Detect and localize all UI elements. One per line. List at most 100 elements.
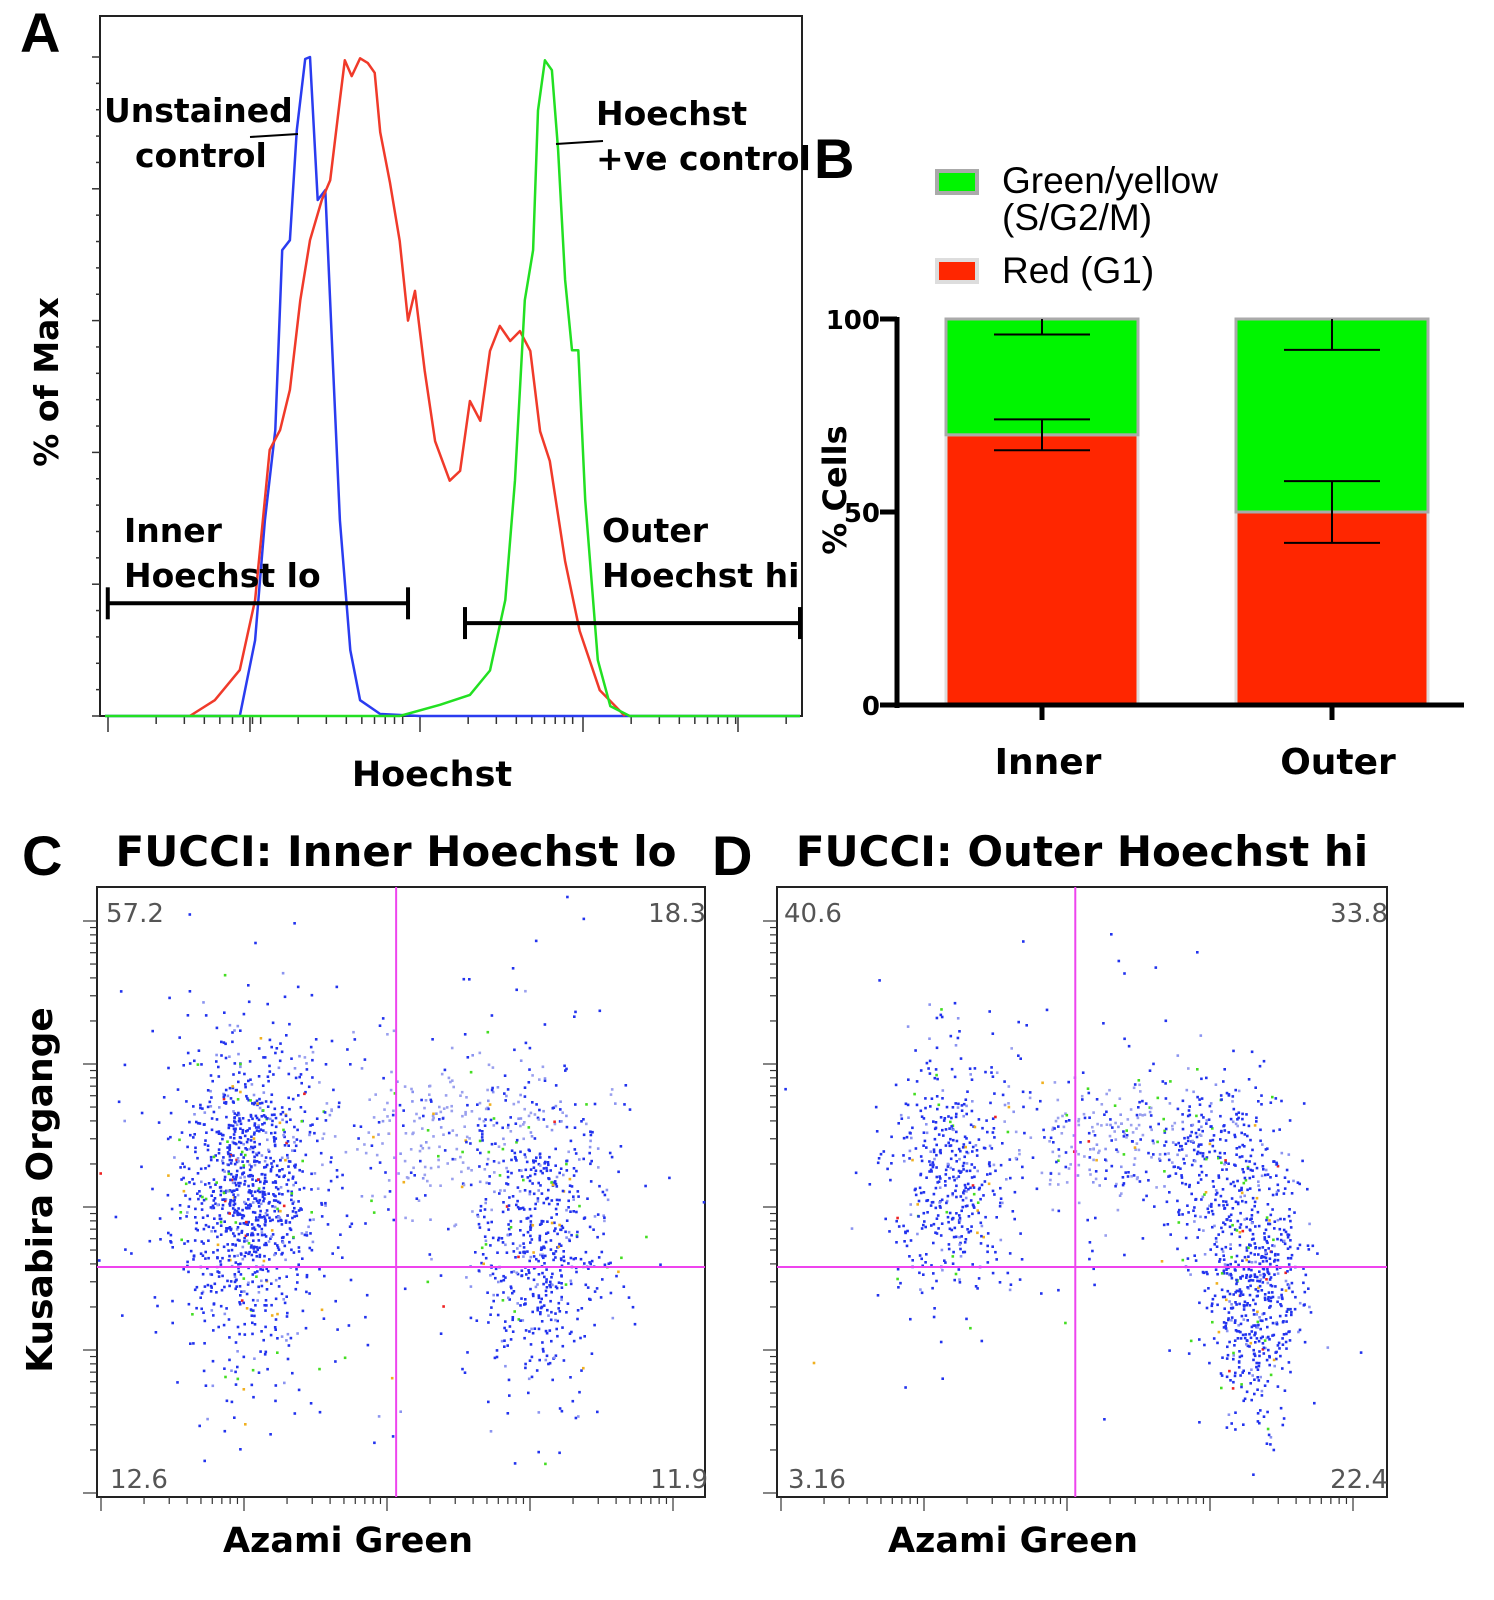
scatter-point: [971, 1100, 974, 1103]
scatter-point: [528, 1046, 532, 1050]
scatter-point: [1173, 1121, 1177, 1125]
scatter-point: [251, 1258, 255, 1262]
scatter-point: [241, 1117, 245, 1120]
scatter-point: [1240, 1385, 1243, 1389]
scatter-point: [609, 1261, 612, 1265]
scatter-point: [1181, 1258, 1185, 1262]
scatter-point: [949, 1137, 952, 1141]
scatter-point: [1302, 1267, 1305, 1270]
scatter-point: [1238, 1235, 1242, 1239]
scatter-point: [221, 1203, 225, 1207]
scatter-point: [255, 1179, 258, 1182]
scatter-point: [1272, 1448, 1276, 1452]
scatter-point: [391, 1435, 395, 1438]
scatter-point: [1275, 1193, 1278, 1196]
scatter-point: [1250, 1325, 1254, 1329]
scatter-point: [269, 1433, 272, 1436]
scatter-point: [268, 1064, 271, 1068]
scatter-point: [1248, 1345, 1251, 1348]
scatter-point: [553, 1229, 556, 1233]
scatter-point: [182, 1189, 186, 1193]
scatter-point: [223, 1101, 226, 1104]
scatter-point: [554, 1084, 558, 1087]
scatter-point: [1227, 1273, 1231, 1277]
scatter-point: [1211, 1144, 1215, 1148]
scatter-point: [562, 1255, 565, 1259]
scatter-point: [1208, 1204, 1211, 1208]
scatter-point: [964, 1204, 968, 1208]
scatter-point: [274, 1125, 278, 1129]
scatter-point: [239, 1262, 242, 1266]
scatter-point: [492, 1160, 496, 1163]
scatter-point: [140, 1165, 143, 1169]
scatter-point: [236, 1226, 240, 1229]
scatter-point: [1208, 1361, 1211, 1365]
scatter-point: [918, 1254, 922, 1257]
scatter-point: [555, 1286, 559, 1290]
scatter-point: [1247, 1246, 1250, 1249]
scatter-point: [245, 1207, 249, 1210]
scatter-point: [253, 1124, 256, 1127]
scatter-point: [273, 1205, 277, 1209]
scatter-point: [504, 1243, 507, 1247]
scatter-point: [932, 1222, 936, 1226]
scatter-point: [1251, 1232, 1255, 1236]
scatter-point: [965, 1104, 968, 1108]
scatter-point: [507, 1208, 510, 1211]
scatter-point: [274, 1328, 277, 1331]
scatter-point: [341, 1186, 344, 1190]
scatter-point: [935, 1232, 939, 1235]
scatter-point: [280, 1335, 284, 1338]
scatter-point: [493, 1356, 497, 1360]
scatter-point: [443, 1068, 447, 1072]
scatter-point: [963, 1183, 967, 1187]
scatter-point: [224, 1042, 227, 1046]
scatter-point: [335, 985, 339, 989]
scatter-point: [569, 1376, 572, 1379]
scatter-point: [1225, 1357, 1229, 1360]
scatter-point: [1303, 1290, 1307, 1294]
scatter-point: [478, 1101, 482, 1105]
scatter-point: [350, 1222, 354, 1226]
scatter-point: [1259, 1278, 1263, 1281]
scatter-point: [1268, 1222, 1272, 1226]
scatter-point: [223, 1178, 226, 1182]
scatter-point: [439, 1274, 443, 1277]
scatter-point: [984, 1070, 987, 1074]
scatter-point: [211, 1079, 214, 1083]
scatter-point: [467, 1166, 470, 1170]
scatter-point: [187, 1167, 191, 1171]
scatter-point: [1234, 1411, 1237, 1414]
scatter-point: [418, 1116, 421, 1120]
scatter-point: [1250, 1217, 1253, 1220]
scatter-point: [244, 1130, 248, 1133]
scatter-point: [276, 1207, 279, 1211]
scatter-point: [297, 1250, 301, 1253]
scatter-point: [273, 1138, 276, 1141]
scatter-point: [199, 1252, 203, 1255]
scatter-point: [1246, 1302, 1249, 1305]
scatter-point: [564, 1230, 567, 1234]
scatter-point: [1289, 1239, 1292, 1242]
scatter-point: [934, 1068, 938, 1071]
scatter-point: [1166, 1223, 1170, 1226]
scatter-point: [497, 1236, 501, 1240]
scatter-point: [558, 1171, 561, 1175]
scatter-point: [1241, 1229, 1245, 1233]
scatter-point: [1176, 1166, 1180, 1169]
scatter-point: [1229, 1247, 1232, 1250]
scatter-point: [986, 1244, 989, 1248]
scatter-point: [287, 1096, 290, 1100]
scatter-point: [510, 1270, 513, 1274]
scatter-point: [245, 1094, 248, 1098]
scatter-point: [566, 895, 569, 899]
scatter-point: [234, 1279, 238, 1282]
scatter-point: [1241, 1199, 1244, 1203]
scatter-point: [940, 1248, 944, 1252]
scatter-point: [1001, 1201, 1004, 1205]
scatter-point: [274, 1186, 278, 1189]
scatter-point: [560, 1224, 564, 1228]
scatter-point: [1226, 1289, 1230, 1293]
scatter-point: [1233, 1339, 1237, 1342]
scatter-point: [1206, 1207, 1210, 1211]
